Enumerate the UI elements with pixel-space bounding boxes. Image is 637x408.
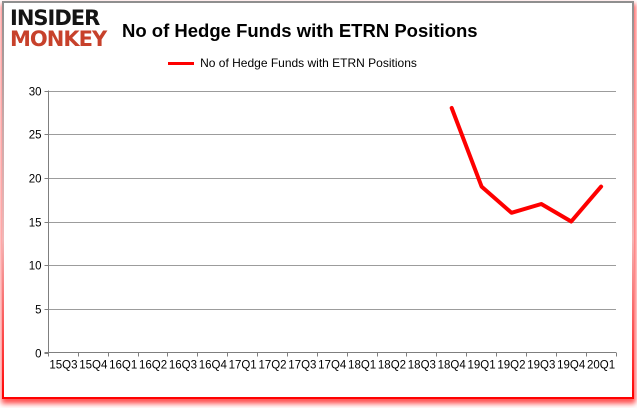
x-tick-label: 16Q4 xyxy=(199,360,228,372)
logo-text-insider: INSIDER xyxy=(10,6,100,30)
x-tick-label: 15Q4 xyxy=(79,360,108,372)
logo-text-monkey: MONKEY xyxy=(10,26,107,51)
x-tick-label: 18Q2 xyxy=(378,360,406,372)
legend-label: No of Hedge Funds with ETRN Positions xyxy=(200,56,417,70)
x-tick-label: 16Q2 xyxy=(139,360,167,372)
y-tick-label: 20 xyxy=(29,174,42,186)
x-tick-label: 18Q3 xyxy=(408,360,436,372)
x-tick-label: 20Q1 xyxy=(587,360,615,372)
x-tick-label: 18Q4 xyxy=(438,360,467,372)
y-tick-label: 30 xyxy=(29,87,42,99)
x-tick-label: 18Q1 xyxy=(348,360,376,372)
y-tick-label: 15 xyxy=(29,218,42,230)
y-tick-label: 25 xyxy=(29,130,42,142)
x-tick-label: 17Q3 xyxy=(288,360,316,372)
y-tick-label: 10 xyxy=(29,261,42,273)
y-tick-label: 5 xyxy=(35,305,41,317)
legend-line-swatch xyxy=(168,61,195,65)
x-tick-label: 16Q3 xyxy=(169,360,197,372)
insider-monkey-logo: INSIDER MONKEY xyxy=(10,6,107,51)
x-tick-label: 15Q3 xyxy=(49,360,77,372)
x-tick-label: 17Q2 xyxy=(258,360,286,372)
y-tick-label: 0 xyxy=(35,349,41,361)
x-tick-label: 19Q2 xyxy=(497,360,525,372)
x-tick-label: 19Q3 xyxy=(527,360,555,372)
x-tick-label: 17Q4 xyxy=(318,360,347,372)
series-line xyxy=(449,106,604,224)
legend: No of Hedge Funds with ETRN Positions xyxy=(0,56,611,70)
x-tick-label: 16Q1 xyxy=(109,360,137,372)
x-tick-label: 19Q1 xyxy=(468,360,496,372)
x-tick-label: 19Q4 xyxy=(557,360,586,372)
x-tick-label: 17Q1 xyxy=(229,360,257,372)
page-title: No of Hedge Funds with ETRN Positions xyxy=(122,20,478,41)
